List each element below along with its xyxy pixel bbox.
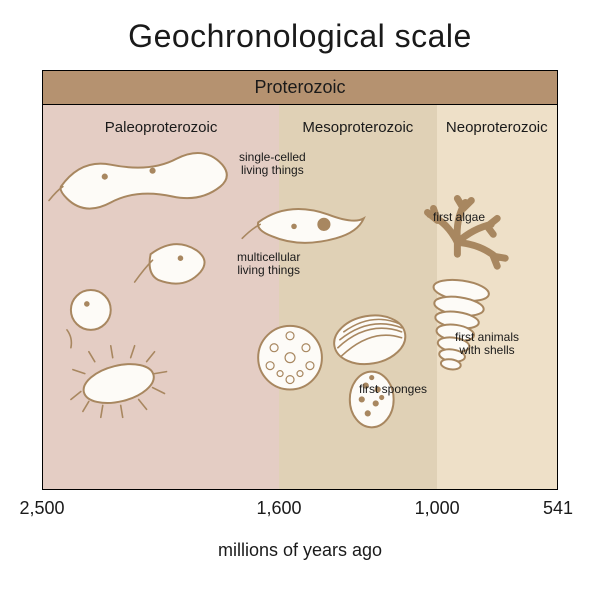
caption-0: single-celled living things <box>239 151 306 177</box>
eon-bar: Proterozoic <box>43 71 557 105</box>
axis-tick: 1,600 <box>257 498 302 519</box>
axis-tick: 2,500 <box>19 498 64 519</box>
axis-tick: 1,000 <box>415 498 460 519</box>
caption-2: first algae <box>433 211 485 224</box>
page-title: Geochronological scale <box>0 0 600 65</box>
timeline-chart: Proterozoic PaleoproterozoicMesoproteroz… <box>42 70 558 490</box>
x-axis: 2,5001,6001,000541 <box>42 490 558 520</box>
axis-tick: 541 <box>543 498 573 519</box>
captions-layer: single-celled living things multicellular… <box>43 105 557 489</box>
caption-1: multicellular living things <box>237 251 300 277</box>
caption-4: first sponges <box>359 383 427 396</box>
caption-3: first animals with shells <box>455 331 519 357</box>
x-axis-label: millions of years ago <box>0 540 600 561</box>
